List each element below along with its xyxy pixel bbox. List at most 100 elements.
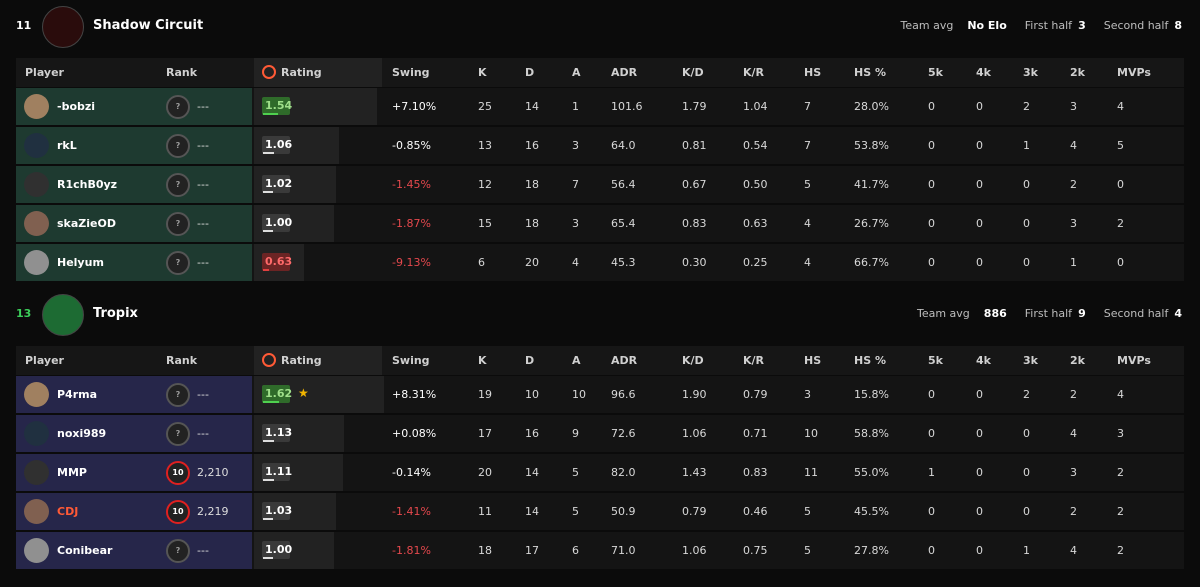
stat: 1.43 (682, 466, 707, 479)
stat: 0.67 (682, 178, 707, 191)
stat: 1.90 (682, 388, 707, 401)
rank: --- (197, 217, 209, 230)
stat: 45.5% (854, 505, 889, 518)
rating: 1.13 (265, 426, 293, 439)
stat: 2 (1023, 100, 1030, 113)
second-half-label: Second half (1103, 19, 1169, 32)
rating-progress (263, 191, 274, 193)
stat: 2 (1117, 505, 1124, 518)
swing: -1.45% (392, 178, 431, 191)
stat: 0.50 (743, 178, 768, 191)
stat: 4 (1117, 100, 1124, 113)
column-header: K (478, 66, 487, 79)
rating-progress (263, 440, 275, 442)
second-half: 4 (1174, 307, 1182, 320)
column-header: Swing (392, 354, 430, 367)
avatar (24, 421, 49, 446)
stat: 7 (804, 139, 811, 152)
player-name: MMP (57, 466, 87, 479)
player-name: P4rma (57, 388, 98, 401)
stat: 18 (525, 217, 539, 230)
rating: 1.06 (265, 138, 293, 151)
stat: 5 (572, 505, 579, 518)
column-header: Rating (281, 354, 322, 367)
stat: 26.7% (854, 217, 889, 230)
stat: 0.75 (743, 544, 768, 557)
team-info: Team avg 886 First half 9 Second half 4 (917, 307, 1182, 320)
stat: 0 (1117, 256, 1124, 269)
stat: 0 (976, 544, 983, 557)
column-header: K/R (743, 66, 765, 79)
rank-icon: 10 (166, 461, 190, 485)
stat: 5 (1117, 139, 1124, 152)
swing: +7.10% (392, 100, 437, 113)
rank: --- (197, 178, 209, 191)
rating: 1.62 (265, 387, 293, 400)
stat: 0 (928, 139, 935, 152)
stat: 4 (804, 256, 811, 269)
team-info: Team avg No Elo First half 3 Second half 8 (901, 19, 1182, 32)
stat: 11 (478, 505, 492, 518)
avatar (24, 538, 49, 563)
team-logo (42, 294, 84, 336)
stat: 18 (525, 178, 539, 191)
stat: 4 (1117, 388, 1124, 401)
first-half: 9 (1078, 307, 1086, 320)
stat: 0.63 (743, 217, 768, 230)
team-score: 11 (16, 19, 32, 32)
stat: 16 (525, 427, 539, 440)
stat: 1 (572, 100, 579, 113)
second-half: 8 (1174, 19, 1182, 32)
stat: 0 (976, 178, 983, 191)
avatar (24, 172, 49, 197)
swing: -9.13% (392, 256, 431, 269)
rank: 2,210 (197, 466, 229, 479)
stat: 9 (572, 427, 579, 440)
stat: 0.71 (743, 427, 768, 440)
team-score: 13 (16, 307, 32, 320)
stat: 58.8% (854, 427, 889, 440)
column-header: ADR (611, 66, 638, 79)
stat: 0.30 (682, 256, 707, 269)
column-header: 3k (1023, 66, 1038, 79)
stat: 0 (928, 388, 935, 401)
team-name: Tropix (93, 306, 138, 321)
stat: 3 (572, 217, 579, 230)
stat: 7 (804, 100, 811, 113)
stat: 0 (1023, 178, 1030, 191)
stat: 20 (525, 256, 539, 269)
stat: 4 (1070, 139, 1077, 152)
stat: 1 (1023, 139, 1030, 152)
team-logo (42, 6, 84, 48)
stat: 3 (804, 388, 811, 401)
column-header: D (525, 66, 535, 79)
column-header: A (572, 66, 581, 79)
stat: 65.4 (611, 217, 636, 230)
stat: 5 (804, 178, 811, 191)
player-name: rkL (57, 139, 77, 152)
player-cell (16, 415, 252, 452)
player-name: CDJ (57, 505, 79, 518)
avatar (24, 211, 49, 236)
mvp-star: ★ (298, 386, 309, 400)
stat: 2 (1023, 388, 1030, 401)
avatar (24, 460, 49, 485)
player-cell (16, 88, 252, 125)
column-header: A (572, 354, 581, 367)
first-half: 3 (1078, 19, 1086, 32)
stat: 4 (804, 217, 811, 230)
rating: 0.63 (265, 255, 293, 268)
rating-box (262, 463, 290, 481)
column-header: HS (804, 354, 822, 367)
team-avg-label: Team avg (916, 307, 970, 320)
stat: 1.79 (682, 100, 707, 113)
stat: 20 (478, 466, 492, 479)
column-header: 3k (1023, 354, 1038, 367)
stat: 2 (1117, 544, 1124, 557)
stat: 19 (478, 388, 492, 401)
stat: 11 (804, 466, 818, 479)
rating-icon (262, 353, 276, 367)
stat: 0 (928, 427, 935, 440)
team-name: Shadow Circuit (93, 18, 204, 33)
